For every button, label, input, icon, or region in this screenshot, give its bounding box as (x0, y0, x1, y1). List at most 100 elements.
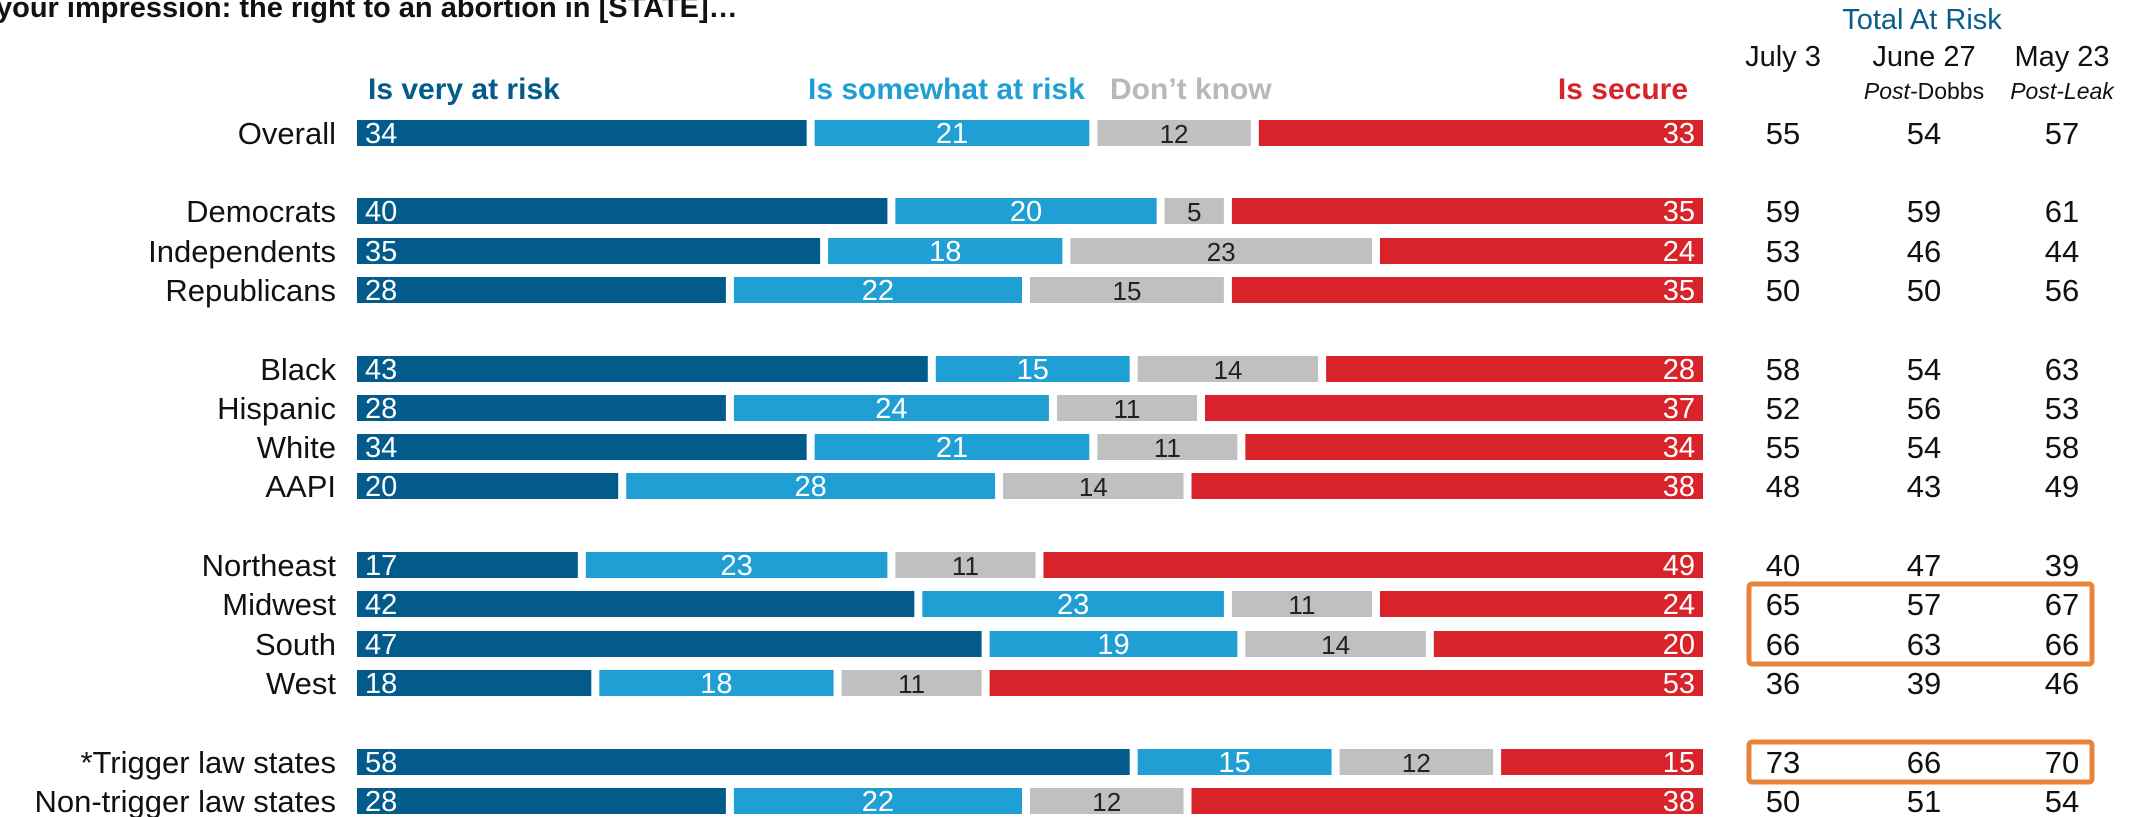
table-cell: 56 (1907, 391, 1941, 426)
bar-segment (989, 631, 1238, 657)
row-label: South (255, 627, 336, 662)
row-label: Republicans (165, 273, 336, 308)
bar-segment (1379, 238, 1703, 264)
table-cell: 63 (1907, 627, 1941, 662)
data-label: 47 (365, 629, 397, 661)
table-cell: 55 (1766, 116, 1800, 151)
bar-segment (895, 552, 1036, 578)
bar-segment (626, 473, 996, 499)
table-cell: 50 (1766, 784, 1800, 817)
bar-segment (814, 120, 1090, 146)
table-cell: 39 (2045, 548, 2079, 583)
data-label: 11 (898, 669, 925, 699)
table-cell: 70 (2045, 745, 2079, 780)
bar-segment (1326, 356, 1703, 382)
bar-segment (357, 434, 807, 460)
row-label: Hispanic (217, 391, 336, 426)
row-label: White (257, 430, 336, 465)
bar-segment (1231, 277, 1703, 303)
data-label: 53 (1663, 668, 1695, 700)
data-label: 22 (862, 786, 894, 817)
data-label: 17 (365, 550, 397, 582)
data-label: 24 (1663, 589, 1695, 621)
table-cell: 59 (1907, 194, 1941, 229)
legend-entry: Is somewhat at risk (808, 73, 1085, 106)
bar-segment (1339, 749, 1494, 775)
data-label: 15 (1218, 747, 1250, 779)
bar-segment (1164, 198, 1224, 224)
legend-entry: Is secure (1558, 73, 1688, 106)
table-cell: 39 (1907, 666, 1941, 701)
table-cell: 58 (2045, 430, 2079, 465)
data-label: 15 (1112, 276, 1141, 306)
bar-segment (357, 238, 821, 264)
bar-segment (1070, 238, 1372, 264)
data-label: 21 (936, 118, 968, 150)
bar-segment (1231, 591, 1372, 617)
bar-segment (357, 552, 578, 578)
table-cell: 53 (1766, 234, 1800, 269)
table-cell: 57 (1907, 587, 1941, 622)
table-cell: 43 (1907, 469, 1941, 504)
data-label: 34 (365, 118, 397, 150)
data-label: 34 (365, 432, 397, 464)
data-label: 12 (1402, 748, 1431, 778)
total-at-risk-table: Total At Risk July 3 55 59 53 50 58 52 55 48 40 65 6… (1745, 4, 2115, 817)
data-label: 37 (1663, 393, 1695, 425)
table-cell: 56 (2045, 273, 2079, 308)
table-cell: 47 (1907, 548, 1941, 583)
bar-segment (814, 434, 1090, 460)
data-label: 34 (1663, 432, 1695, 464)
data-label: 11 (1288, 590, 1315, 620)
table-cell: 54 (1907, 116, 1941, 151)
bar-segment (357, 749, 1130, 775)
bar-segment (357, 591, 915, 617)
bar-segment (1191, 788, 1703, 814)
data-label: 33 (1663, 118, 1695, 150)
bar-segment (1191, 473, 1703, 499)
bar-segment (1501, 749, 1703, 775)
table-cell: 54 (1907, 352, 1941, 387)
table-cell: 55 (1766, 430, 1800, 465)
bar-segment (1056, 395, 1197, 421)
data-label: 28 (365, 275, 397, 307)
data-label: 5 (1187, 197, 1201, 227)
bar-segment (733, 788, 1022, 814)
data-label: 18 (700, 668, 732, 700)
row-labels: Overall Democrats Independents Republicans B… (34, 116, 336, 817)
data-label: 11 (1154, 433, 1181, 463)
data-label: 28 (1663, 354, 1695, 386)
bar-segment (1245, 434, 1703, 460)
bar-segment (357, 395, 726, 421)
data-label: 12 (1092, 787, 1121, 817)
data-label: 24 (1663, 236, 1695, 268)
bar-segment (895, 198, 1157, 224)
data-label: 19 (1097, 629, 1129, 661)
data-label: 21 (936, 432, 968, 464)
row-label: West (266, 666, 336, 701)
bar-segment (599, 670, 834, 696)
bar-segment (922, 591, 1224, 617)
bar-segment (733, 277, 1022, 303)
bar-segment (357, 356, 928, 382)
data-label: 18 (929, 236, 961, 268)
legend-entry: Is very at risk (368, 73, 560, 106)
table-cell: 63 (2045, 352, 2079, 387)
table-cell: 46 (2045, 666, 2079, 701)
bar-segment (1137, 749, 1332, 775)
table-cell: 66 (2045, 627, 2079, 662)
data-label: 38 (1663, 786, 1695, 817)
bar-segment (989, 670, 1703, 696)
data-label: 40 (365, 196, 397, 228)
bar-segment (1258, 120, 1703, 146)
bar-segment (357, 788, 726, 814)
row-label: Democrats (186, 194, 336, 229)
bar-segment (1379, 591, 1703, 617)
table-cell: 66 (1907, 745, 1941, 780)
table-cell: 67 (2045, 587, 2079, 622)
data-label: 43 (365, 354, 397, 386)
table-cell: 51 (1907, 784, 1941, 817)
data-label: 15 (1017, 354, 1049, 386)
bar-segment (1245, 631, 1426, 657)
